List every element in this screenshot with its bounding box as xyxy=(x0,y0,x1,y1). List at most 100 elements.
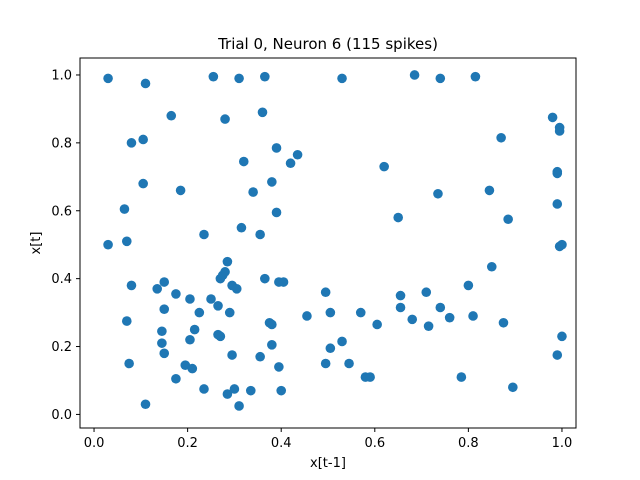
data-point xyxy=(220,267,230,277)
data-point xyxy=(267,177,277,187)
data-point xyxy=(267,319,277,330)
data-point xyxy=(344,358,354,369)
data-point xyxy=(185,294,195,304)
data-point xyxy=(157,326,167,337)
data-point xyxy=(508,382,518,393)
data-point xyxy=(285,158,296,169)
data-point xyxy=(557,239,567,250)
data-point xyxy=(121,236,132,247)
data-point xyxy=(421,287,432,298)
data-point xyxy=(435,302,446,313)
data-point xyxy=(208,71,219,82)
x-axis-ticks: 0.0 0.2 0.4 0.6 0.8 1.0 xyxy=(84,428,573,451)
plot-area: 0.0 0.2 0.4 0.6 0.8 1.0 0.0 0.2 0.4 0.6 0.8 1.0 xyxy=(51,57,577,451)
data-point xyxy=(435,73,446,84)
data-point xyxy=(229,384,240,394)
data-point xyxy=(257,107,268,118)
axes-frame xyxy=(79,57,577,429)
data-point xyxy=(236,222,247,233)
data-point xyxy=(444,312,455,323)
data-point xyxy=(547,112,558,123)
data-point xyxy=(103,239,113,250)
data-point xyxy=(325,307,336,318)
data-point xyxy=(470,71,481,82)
data-point xyxy=(456,372,467,382)
data-point xyxy=(407,314,418,325)
data-point xyxy=(486,261,497,272)
data-point xyxy=(138,178,148,189)
data-point xyxy=(238,156,249,167)
data-point xyxy=(187,363,198,374)
data-point xyxy=(245,385,256,396)
data-point xyxy=(255,351,265,362)
data-point xyxy=(337,336,347,347)
data-point xyxy=(302,311,312,321)
data-point xyxy=(498,317,509,328)
data-point xyxy=(222,389,233,399)
data-point xyxy=(159,304,170,314)
data-point xyxy=(103,73,113,84)
data-point xyxy=(199,384,209,394)
x-tick-label: 0.2 xyxy=(177,436,198,451)
data-point xyxy=(194,307,205,318)
y-tick-label: 1.0 xyxy=(51,68,72,83)
data-point xyxy=(248,187,258,197)
x-tick-label: 1.0 xyxy=(552,436,573,451)
data-point xyxy=(552,168,563,179)
data-point xyxy=(393,212,403,223)
data-point xyxy=(276,385,287,396)
data-point xyxy=(557,331,567,342)
data-point xyxy=(171,373,181,384)
data-point xyxy=(274,362,284,372)
data-point xyxy=(337,73,347,84)
data-point xyxy=(484,185,495,196)
data-point xyxy=(278,277,289,287)
data-point xyxy=(121,316,132,326)
data-point xyxy=(552,350,563,360)
y-tick-label: 0.4 xyxy=(51,272,72,287)
data-point xyxy=(140,399,151,410)
data-point xyxy=(372,319,382,330)
data-point xyxy=(468,311,478,321)
data-point xyxy=(463,280,474,291)
y-tick-label: 0.8 xyxy=(51,136,72,151)
data-point xyxy=(119,204,130,214)
data-point xyxy=(189,324,200,335)
data-point xyxy=(157,338,167,348)
data-point xyxy=(292,149,303,160)
data-point xyxy=(220,114,230,124)
data-point xyxy=(320,358,331,369)
data-point xyxy=(409,70,420,80)
data-point xyxy=(138,134,148,145)
x-axis-label: x[t-1] xyxy=(310,456,346,471)
data-point xyxy=(267,340,277,350)
data-point xyxy=(126,280,137,291)
data-point xyxy=(199,229,209,240)
y-tick-label: 0.0 xyxy=(51,408,72,423)
data-point xyxy=(215,331,226,342)
data-point xyxy=(166,110,177,121)
y-axis-label: x[t] xyxy=(29,232,44,255)
data-point xyxy=(423,321,434,331)
data-point xyxy=(355,307,366,318)
x-tick-label: 0.0 xyxy=(84,436,105,451)
chart-title: Trial 0, Neuron 6 (115 spikes) xyxy=(217,35,438,53)
x-tick-label: 0.4 xyxy=(271,436,292,451)
data-point xyxy=(213,301,223,311)
data-point xyxy=(260,273,270,284)
data-point xyxy=(552,199,563,209)
data-point xyxy=(126,138,137,148)
data-point xyxy=(271,207,282,218)
data-point xyxy=(325,343,336,354)
x-tick-label: 0.8 xyxy=(458,436,479,451)
data-point xyxy=(171,289,181,299)
data-point xyxy=(206,294,216,304)
data-point xyxy=(379,161,389,172)
data-point xyxy=(271,143,282,153)
data-point xyxy=(152,284,163,294)
data-point xyxy=(224,307,235,318)
data-point xyxy=(503,214,513,225)
data-point xyxy=(234,73,244,84)
y-tick-label: 0.2 xyxy=(51,340,72,355)
